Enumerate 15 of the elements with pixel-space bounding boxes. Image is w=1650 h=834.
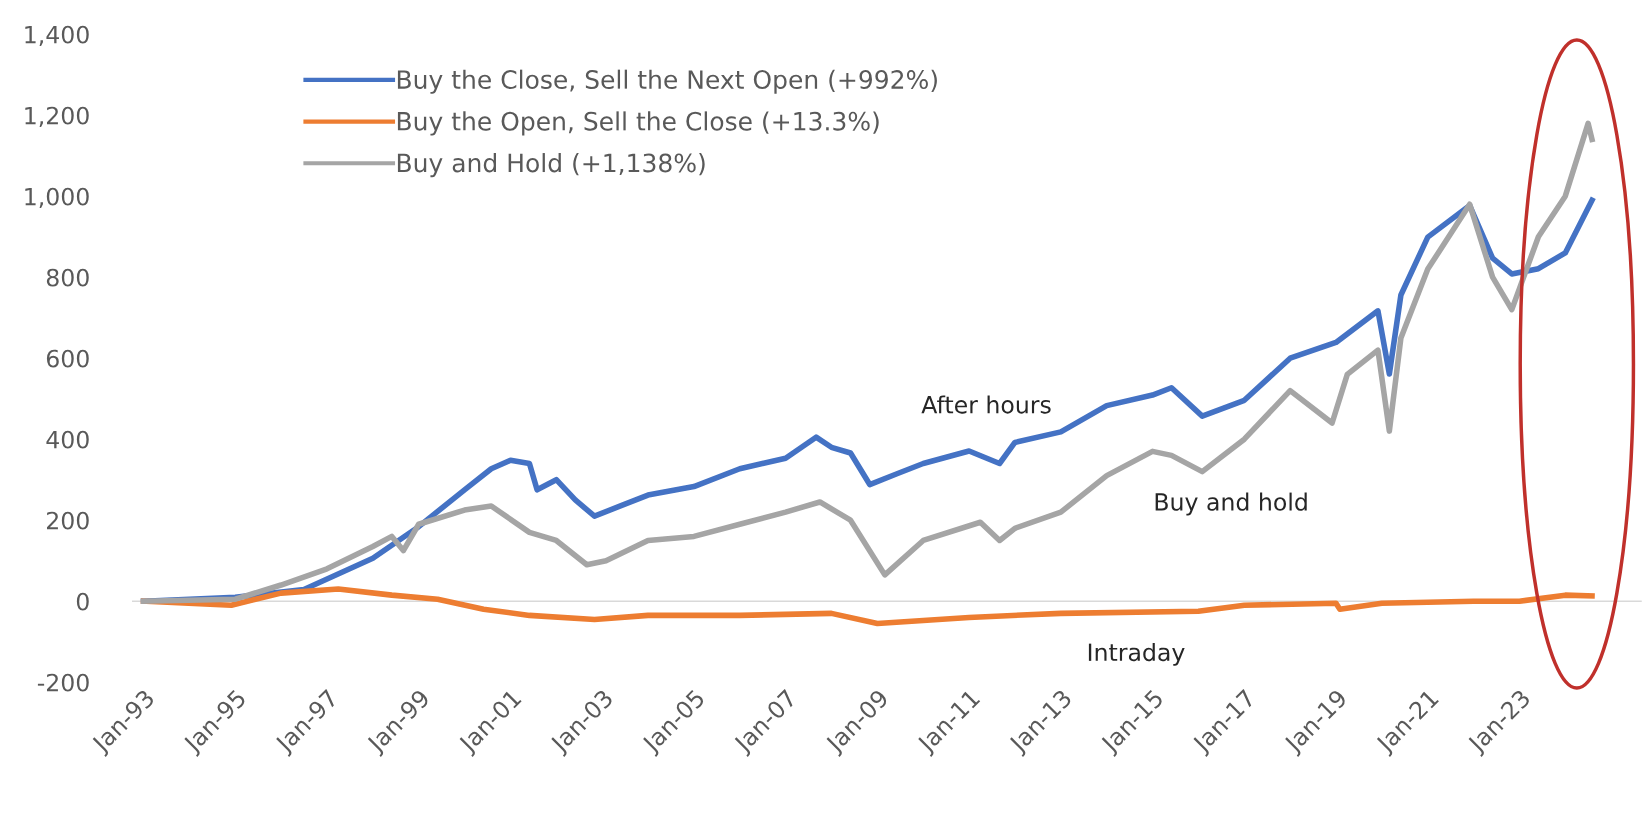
y-tick-label: 0 bbox=[76, 592, 89, 611]
y-tick-label: 600 bbox=[46, 349, 89, 368]
y-tick-label: 1,200 bbox=[25, 106, 89, 127]
y-tick-label: 800 bbox=[46, 268, 89, 287]
annotation: After hours bbox=[921, 395, 1051, 414]
legend-label: Buy the Open, Sell the Close (+13.3%) bbox=[397, 111, 879, 136]
y-tick-label: 1,400 bbox=[25, 25, 89, 46]
y-tick-label: 1,000 bbox=[25, 187, 89, 208]
annotation: Buy and hold bbox=[1155, 492, 1307, 516]
y-tick-label: 200 bbox=[47, 511, 89, 530]
annotation: Intraday bbox=[1088, 642, 1185, 666]
legend-label: Buy and Hold (+1,138%) bbox=[397, 153, 705, 178]
legend-label: Buy the Close, Sell the Next Open (+992%) bbox=[397, 69, 937, 94]
y-tick-label: 400 bbox=[46, 430, 89, 449]
y-tick-label: -200 bbox=[37, 673, 89, 692]
